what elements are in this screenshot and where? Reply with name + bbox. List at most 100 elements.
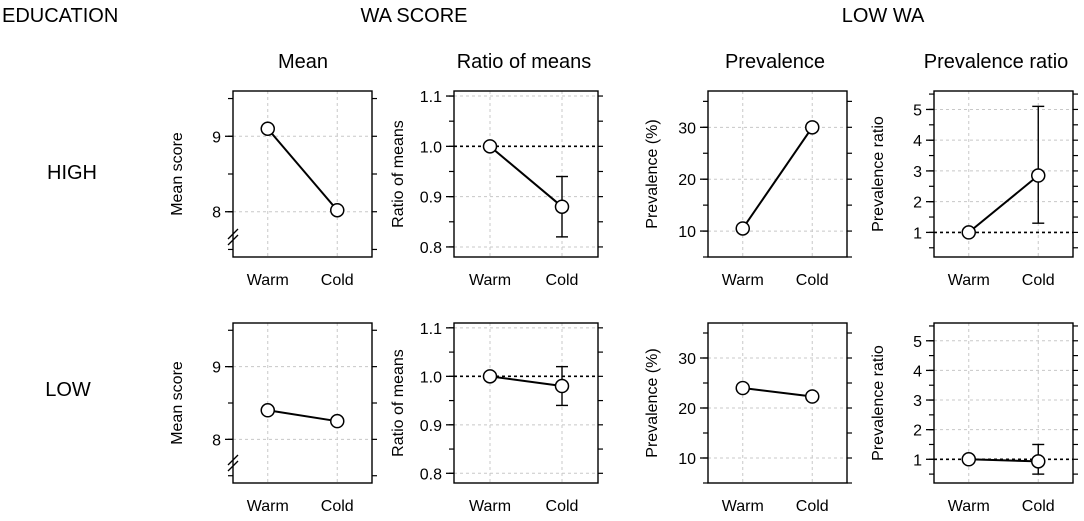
x-tick-label: Cold [321, 498, 354, 515]
y-tick-label: 0.8 [420, 466, 442, 483]
chart-panel-high-pr: 1 2 3 4 5 Prevalence ratio Warm Cold [870, 90, 1078, 289]
y-tick-label: 9 [212, 360, 221, 377]
y-axis-label: Ratio of means [390, 349, 407, 457]
y-tick-label: 0.8 [420, 240, 442, 257]
series-line [968, 174, 1039, 234]
column-title-ratio-of-means: Ratio of means [457, 51, 592, 73]
y-tick-label: 8 [212, 432, 221, 449]
x-tick-label: Warm [469, 498, 511, 515]
data-point-warm [482, 369, 498, 384]
chart-panel-low-ratio: 0.8 0.9 1.0 1.1 Ratio of means Warm Cold [390, 321, 603, 515]
y-axis-label: Prevalence (%) [644, 348, 661, 457]
y-tick-label: 20 [678, 172, 696, 189]
x-tick-label: Warm [722, 498, 764, 515]
plot-frame [933, 90, 1074, 258]
data-point-cold [805, 389, 820, 404]
data-point-warm [961, 225, 976, 240]
plot-frame [232, 90, 373, 258]
wa-score-header: WA SCORE [360, 5, 467, 27]
y-tick-label: 2 [913, 423, 922, 440]
education-header: EDUCATION [2, 5, 118, 27]
x-tick-label: Cold [546, 498, 579, 515]
y-tick-label: 1.0 [420, 369, 442, 386]
data-point-cold [554, 199, 570, 214]
data-point-warm [735, 380, 750, 396]
y-tick-label: 1 [913, 225, 922, 242]
column-title-prevalence-ratio: Prevalence ratio [924, 51, 1069, 73]
x-tick-label: Warm [469, 272, 511, 289]
y-tick-label: 10 [678, 451, 696, 468]
y-tick-label: 1.1 [420, 321, 442, 338]
x-tick-label: Cold [1022, 272, 1055, 289]
series-line [489, 375, 563, 388]
data-point-cold [805, 120, 820, 135]
x-tick-label: Cold [321, 272, 354, 289]
data-point-warm [735, 221, 750, 236]
data-point-cold [330, 413, 345, 429]
y-axis-label: Prevalence ratio [870, 116, 887, 232]
axis-break-mark [227, 234, 239, 246]
y-axis-label: Ratio of means [390, 120, 407, 228]
y-tick-label: 8 [212, 205, 221, 222]
plot-frame [232, 322, 373, 484]
data-point-cold [554, 378, 570, 394]
axis-break-mark [227, 460, 239, 472]
y-tick-label: 1.1 [420, 89, 442, 106]
data-point-warm [260, 403, 275, 418]
x-tick-label: Warm [247, 272, 289, 289]
chart-panel-high-ratio: 0.8 0.9 1.0 1.1 Ratio of means Warm Cold [390, 89, 603, 289]
chart-panel-high-mean: 8 9 Mean score Warm Cold [169, 90, 377, 289]
column-title-prevalence: Prevalence [725, 51, 825, 73]
low-wa-header: LOW WA [842, 5, 925, 27]
y-tick-label: 1.0 [420, 139, 442, 156]
series-line [968, 458, 1039, 463]
y-tick-label: 5 [913, 102, 922, 119]
chart-panels: 8 9 Mean score Warm Cold 0.8 0.9 1.0 1.1 Ratio of… [169, 89, 1078, 515]
y-tick-label: 4 [913, 133, 922, 150]
x-tick-label: Warm [948, 272, 990, 289]
y-tick-label: 30 [678, 351, 696, 368]
data-point-warm [482, 139, 498, 154]
x-tick-label: Cold [796, 498, 829, 515]
y-tick-label: 2 [913, 195, 922, 212]
row-label-low: LOW [45, 379, 91, 401]
chart-panel-low-prev: 10 20 30 Prevalence (%) Warm Cold [644, 322, 852, 515]
y-axis-label: Mean score [169, 361, 186, 445]
column-title-mean: Mean [278, 51, 328, 73]
plot-frame [933, 322, 1074, 484]
plot-frame [453, 90, 599, 258]
y-tick-label: 1 [913, 452, 922, 469]
x-tick-label: Cold [1022, 498, 1055, 515]
plot-frame [707, 322, 848, 484]
y-tick-label: 30 [678, 120, 696, 137]
y-tick-label: 20 [678, 401, 696, 418]
axis-break-mark [227, 228, 239, 240]
plot-frame [707, 90, 848, 258]
chart-panel-low-pr: 1 2 3 4 5 Prevalence ratio Warm Cold [870, 322, 1078, 515]
y-axis-label: Mean score [169, 132, 186, 216]
y-tick-label: 0.9 [420, 190, 442, 207]
y-tick-label: 3 [913, 393, 922, 410]
row-label-high: HIGH [47, 162, 97, 184]
x-tick-label: Cold [546, 272, 579, 289]
data-point-warm [961, 452, 976, 467]
y-tick-label: 3 [913, 164, 922, 181]
data-point-cold [1031, 454, 1046, 469]
y-tick-label: 5 [913, 334, 922, 351]
y-tick-label: 0.9 [420, 418, 442, 435]
data-point-cold [1031, 168, 1046, 183]
axis-break-mark [227, 454, 239, 466]
plot-frame [453, 322, 599, 484]
data-point-cold [330, 202, 345, 218]
x-tick-label: Warm [948, 498, 990, 515]
y-tick-label: 10 [678, 224, 696, 241]
x-tick-label: Warm [722, 272, 764, 289]
series-line [267, 409, 338, 423]
chart-panel-high-prev: 10 20 30 Prevalence (%) Warm Cold [644, 90, 852, 289]
y-axis-label: Prevalence ratio [870, 345, 887, 461]
series-line [741, 126, 814, 230]
series-line [489, 145, 563, 208]
series-line [742, 387, 813, 398]
chart-panel-low-mean: 8 9 Mean score Warm Cold [169, 322, 377, 515]
